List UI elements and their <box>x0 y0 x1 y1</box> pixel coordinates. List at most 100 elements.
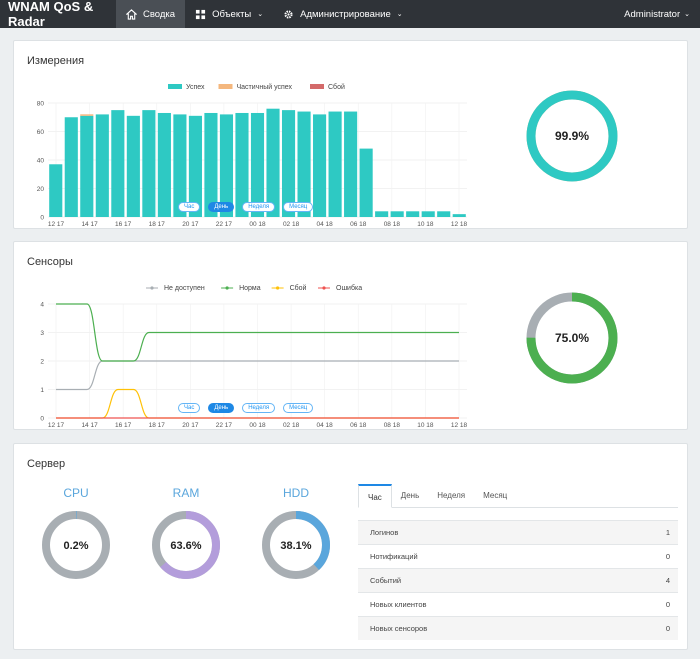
bar <box>390 211 404 217</box>
x-tick-label: 06 18 <box>350 221 367 227</box>
bar <box>80 115 94 217</box>
home-icon <box>126 8 137 20</box>
nav-item-summary[interactable]: Сводка <box>116 0 186 28</box>
series-line <box>55 303 459 362</box>
hdd-gauge: 38.1% <box>262 511 330 579</box>
x-tick-label: 14 17 <box>81 221 98 227</box>
x-tick-label: 08 18 <box>384 422 401 428</box>
legend-swatch <box>168 84 182 89</box>
x-tick-label: 00 18 <box>249 422 266 428</box>
stat-label: Новых сенсоров <box>370 624 428 633</box>
nav-item-objects[interactable]: Объекты ⌄ <box>185 0 273 28</box>
stat-value: 0 <box>665 600 670 609</box>
range-buttons: Час День Неделя Месяц <box>178 202 314 212</box>
bar <box>219 114 234 217</box>
y-tick-label: 80 <box>37 101 45 108</box>
app-title[interactable]: WNAM QoS & Radar <box>8 0 94 29</box>
stat-value: 0 <box>665 552 670 561</box>
top-navbar: WNAM QoS & Radar Сводка Объекты ⌄ Админи… <box>0 0 700 29</box>
tab-week[interactable]: Неделя <box>437 491 466 500</box>
x-tick-label: 12 17 <box>48 422 65 428</box>
period-tabs: Час День Неделя Месяц <box>358 484 678 508</box>
range-month-button[interactable]: Месяц <box>283 202 314 212</box>
y-tick-label: 0 <box>40 416 44 423</box>
y-tick-label: 0 <box>40 215 44 222</box>
y-tick-label: 2 <box>40 359 44 366</box>
bar-partial <box>80 114 94 116</box>
bar <box>157 112 171 217</box>
nav-item-label: Администрирование <box>300 8 391 20</box>
tab-day[interactable]: День <box>400 491 420 500</box>
bar <box>406 211 420 217</box>
stat-label: Логинов <box>370 528 399 537</box>
legend-swatch <box>310 84 324 89</box>
y-tick-label: 60 <box>37 129 45 136</box>
server-card: Сервер CPU RAM HDD 0.2% 63.6% 38.1% Час … <box>13 443 688 650</box>
donut-arc <box>262 511 330 579</box>
legend-label: Норма <box>239 285 261 292</box>
x-tick-label: 18 17 <box>149 422 166 428</box>
donut-value: 0.2% <box>63 540 88 552</box>
donut-value: 75.0% <box>555 331 589 345</box>
x-tick-label: 04 18 <box>317 221 334 227</box>
x-tick-label: 12 18 <box>451 221 468 227</box>
legend-label: Сбой <box>328 83 345 91</box>
bar <box>452 214 466 217</box>
legend-swatch <box>218 84 233 89</box>
cpu-gauge: 0.2% <box>42 511 110 579</box>
nav-item-admin[interactable]: Администрирование ⌄ <box>273 0 412 28</box>
x-tick-label: 08 18 <box>384 221 401 227</box>
stat-row-new-clients: Новых клиентов 0 <box>358 592 678 616</box>
legend-label: Не доступен <box>164 285 205 292</box>
stat-value: 1 <box>665 528 670 537</box>
stat-label: Нотификаций <box>370 552 418 561</box>
bar <box>297 111 311 217</box>
bar <box>421 211 435 217</box>
nav-item-label: Сводка <box>143 8 176 20</box>
stat-row-events: Событий 4 <box>358 568 678 592</box>
hdd-label: HDD <box>283 486 309 500</box>
legend-label: Успех <box>186 84 205 91</box>
stat-label: Событий <box>370 576 402 585</box>
user-name: Administrator <box>624 8 681 20</box>
bar <box>64 117 78 217</box>
legend-label: Ошибка <box>336 284 362 292</box>
y-tick-label: 20 <box>37 186 45 193</box>
gear-icon <box>284 9 293 19</box>
x-tick-label: 04 18 <box>317 422 334 428</box>
tab-hour[interactable]: Час <box>358 484 392 508</box>
bar <box>173 114 187 217</box>
range-month-button[interactable]: Месяц <box>283 403 314 413</box>
range-week-button[interactable]: Неделя <box>242 202 276 212</box>
sensors-donut-chart: 75.0% <box>526 292 618 384</box>
cpu-label: CPU <box>63 486 89 500</box>
chevron-down-icon: ⌄ <box>257 11 264 18</box>
bar <box>188 115 202 217</box>
legend-label: Сбой <box>290 284 307 292</box>
card-title: Сервер <box>27 458 66 470</box>
bar <box>142 110 156 217</box>
user-menu[interactable]: Administrator ⌄ <box>624 9 700 20</box>
y-tick-label: 3 <box>40 330 44 337</box>
donut-value: 63.6% <box>170 540 201 552</box>
bar <box>95 114 109 217</box>
bar <box>281 110 296 217</box>
range-hour-button[interactable]: Час <box>178 202 201 212</box>
bar <box>204 112 218 217</box>
x-tick-label: 06 18 <box>350 422 367 428</box>
range-day-button[interactable]: День <box>208 403 235 413</box>
x-tick-label: 20 17 <box>182 422 199 428</box>
stat-label: Новых клиентов <box>370 600 427 609</box>
bar <box>375 211 389 217</box>
range-buttons: Час День Неделя Месяц <box>178 403 314 413</box>
stats-table: Логинов 1 Нотификаций 0 Событий 4 Новых кли… <box>358 520 678 640</box>
stat-row-new-sensors: Новых сенсоров 0 <box>358 616 678 640</box>
donut-value: 38.1% <box>280 540 311 552</box>
range-day-button[interactable]: День <box>208 202 235 212</box>
range-hour-button[interactable]: Час <box>178 403 201 413</box>
range-week-button[interactable]: Неделя <box>242 403 276 413</box>
tab-month[interactable]: Месяц <box>483 491 508 500</box>
bar <box>126 115 140 217</box>
bar <box>359 148 373 217</box>
